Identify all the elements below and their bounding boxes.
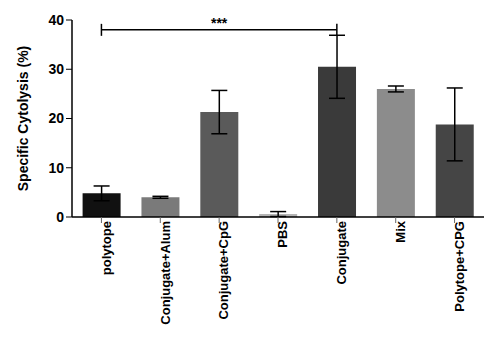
svg-text:10: 10 — [48, 160, 64, 176]
svg-text:30: 30 — [48, 61, 64, 77]
svg-text:PBS: PBS — [275, 221, 290, 248]
svg-text:20: 20 — [48, 110, 64, 126]
svg-text:***: *** — [211, 15, 228, 31]
svg-text:Conjugate: Conjugate — [334, 221, 349, 285]
svg-text:40: 40 — [48, 12, 64, 28]
svg-text:Mix: Mix — [393, 220, 408, 242]
svg-text:Conjugate+CpG: Conjugate+CpG — [216, 221, 231, 320]
svg-text:Polytope+CPG: Polytope+CPG — [452, 221, 467, 312]
svg-text:Conjugate+Alum: Conjugate+Alum — [158, 221, 173, 325]
svg-text:polytope: polytope — [99, 221, 114, 275]
svg-text:Specific Cytolysis (%): Specific Cytolysis (%) — [15, 46, 31, 192]
svg-text:0: 0 — [56, 209, 64, 225]
